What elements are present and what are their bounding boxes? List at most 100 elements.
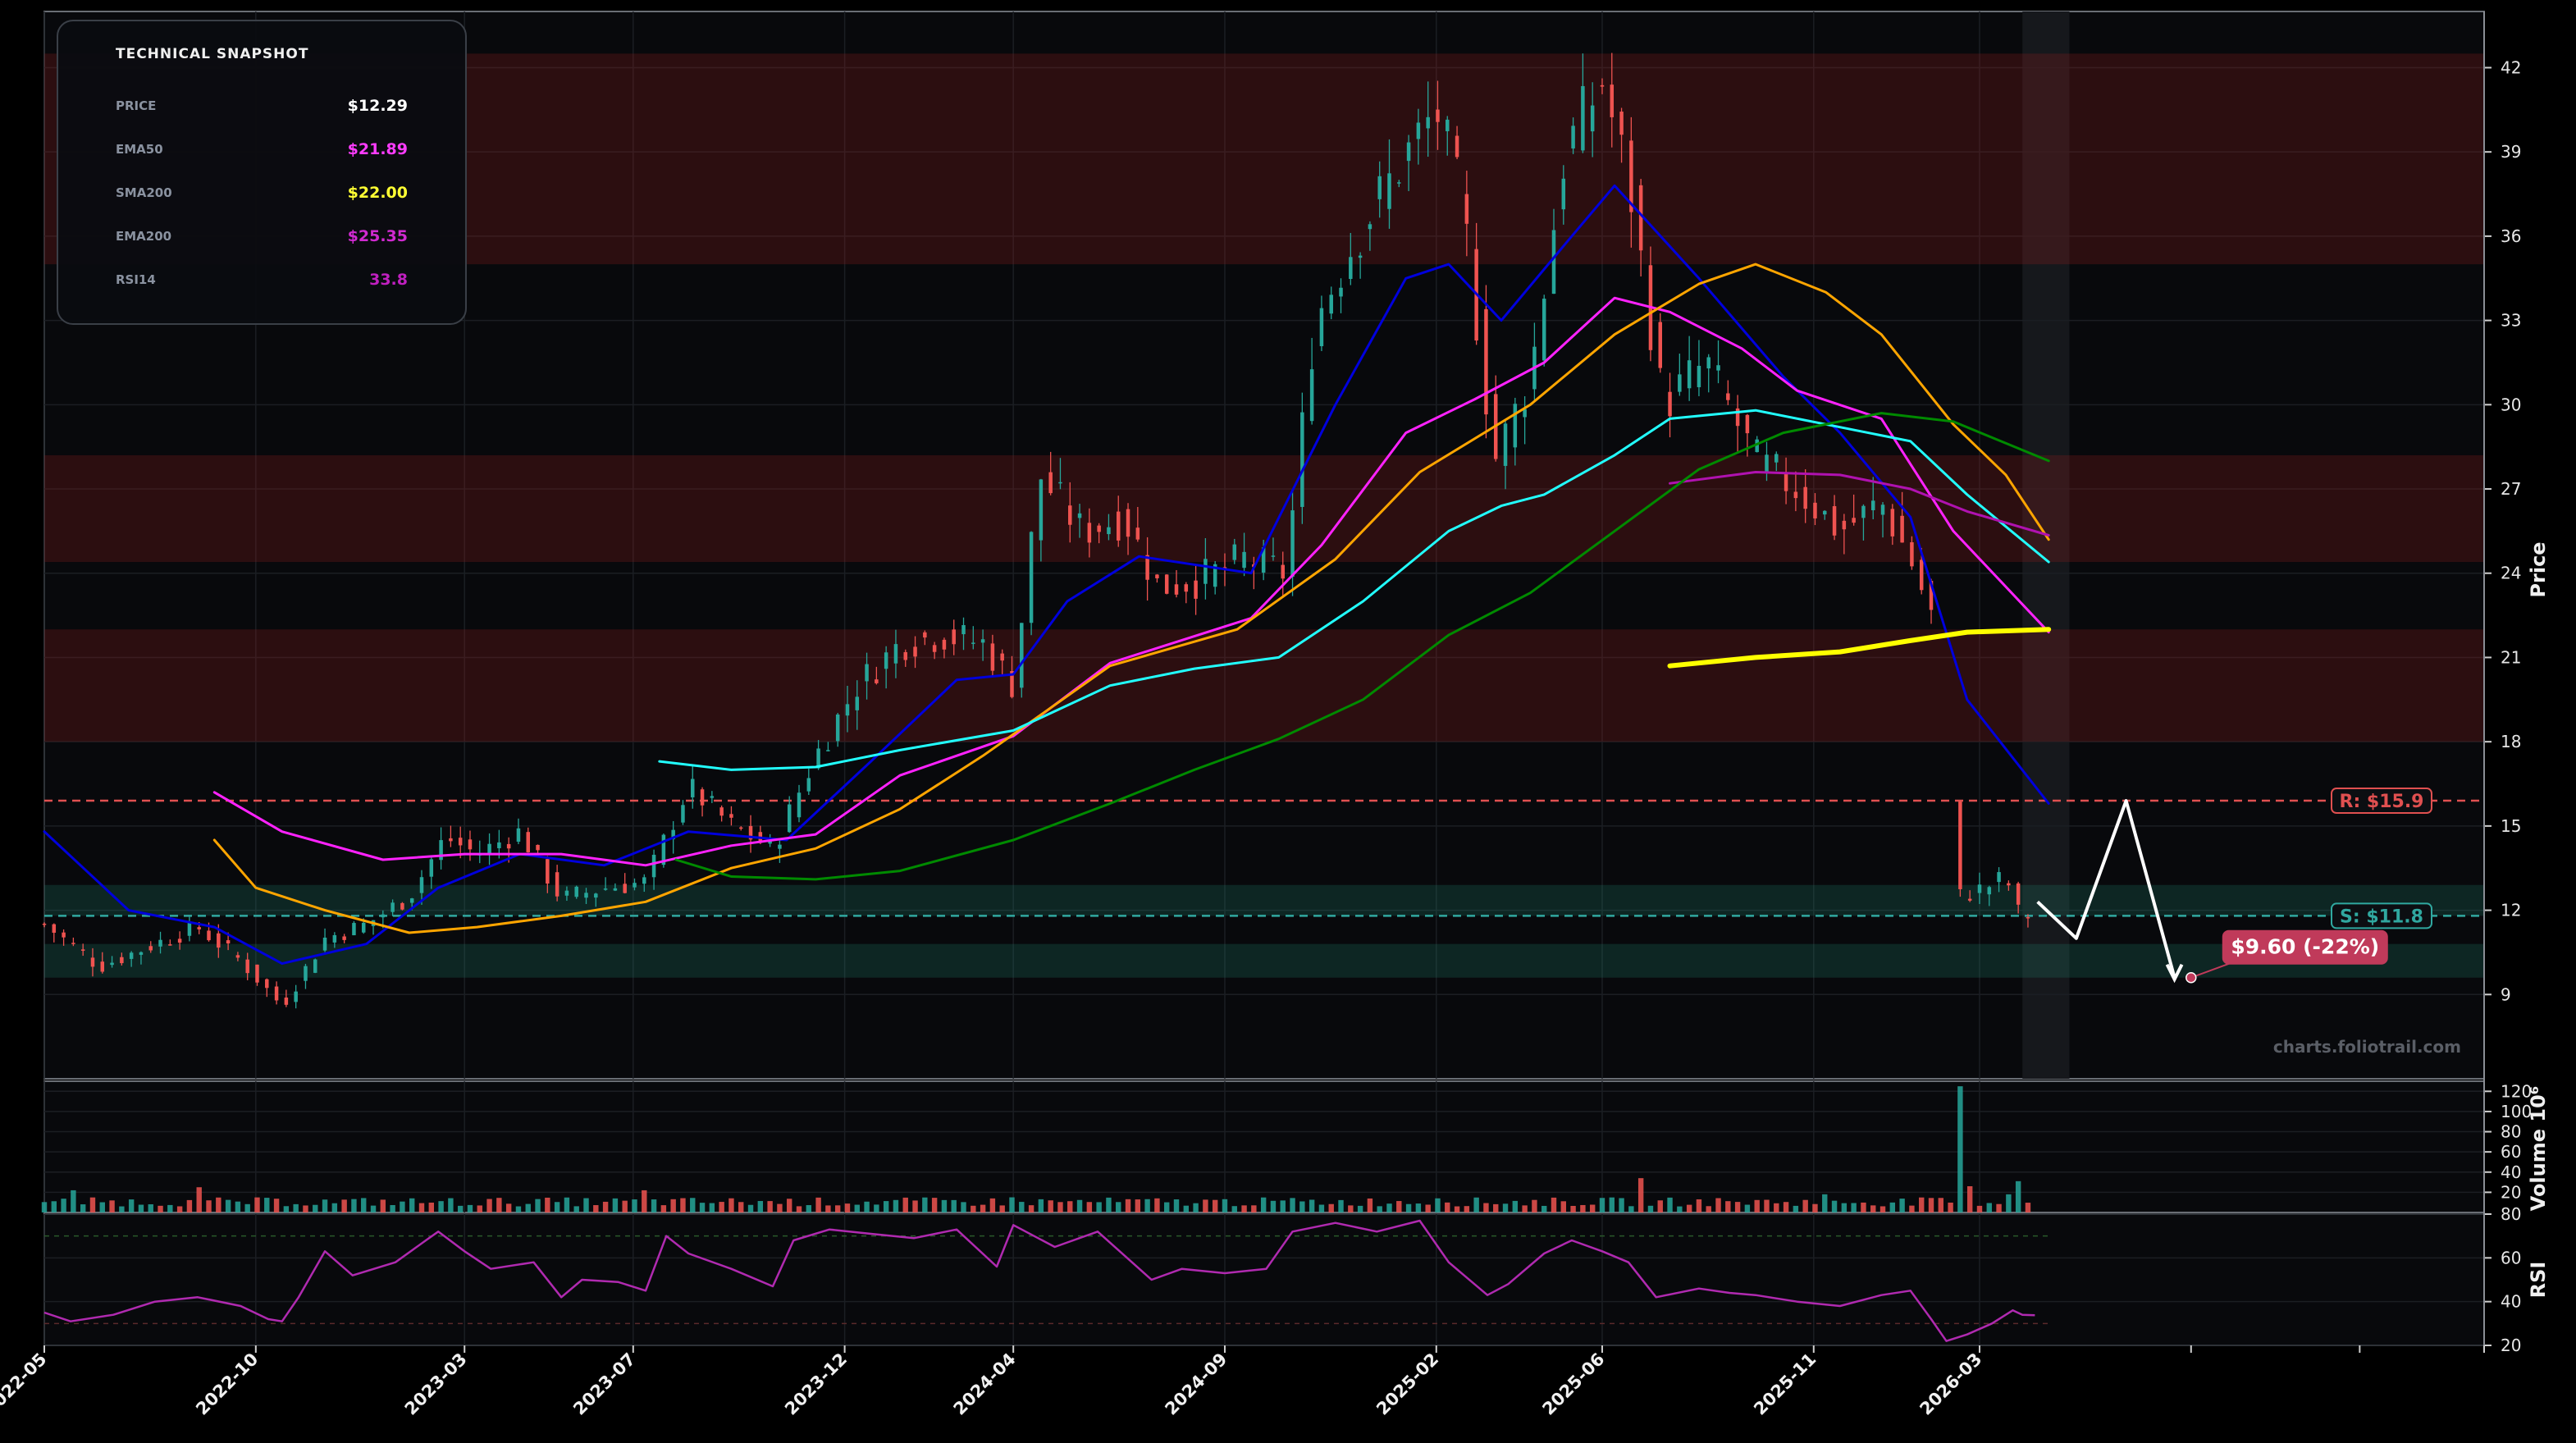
candle-body [835, 715, 840, 742]
volume-bar [448, 1198, 454, 1212]
candle-body [516, 828, 521, 843]
volume-bar [961, 1202, 966, 1212]
candle-body [1629, 140, 1633, 212]
volume-bar [1280, 1200, 1286, 1212]
rsi-ytick-label: 20 [2501, 1336, 2521, 1355]
rsi-ytick-label: 60 [2501, 1248, 2521, 1267]
candle-body [923, 632, 927, 638]
volume-bar [303, 1205, 308, 1212]
candle-body [80, 949, 85, 951]
volume-bar [1889, 1202, 1896, 1212]
candle-body [2016, 883, 2021, 905]
candle-body [932, 645, 937, 652]
candle-body [594, 893, 598, 898]
candle-body [613, 888, 618, 891]
ema200-line [1669, 471, 2050, 537]
candle-body [1048, 472, 1053, 494]
candle-body [1581, 85, 1585, 151]
volume-bar [1028, 1205, 1035, 1212]
candle-body [546, 859, 550, 884]
volume-bar [1609, 1197, 1615, 1212]
volume-bar [941, 1199, 948, 1212]
volume-bar [1541, 1205, 1547, 1212]
volume-bar [1570, 1205, 1576, 1212]
candle-body [245, 959, 249, 974]
volume-bar [864, 1201, 870, 1212]
candle-body [1126, 509, 1130, 537]
candle-body [2026, 917, 2030, 919]
candle-body [952, 629, 956, 645]
volume-bar [1164, 1202, 1170, 1212]
candle-body [352, 923, 356, 936]
price-ytick-label: 18 [2501, 732, 2521, 751]
volume-bar [428, 1202, 434, 1212]
volume-bar [273, 1199, 280, 1212]
volume-bar [1019, 1202, 1025, 1212]
support-zone [44, 943, 2484, 978]
volume-bar [1318, 1204, 1325, 1212]
volume-bar [331, 1203, 338, 1212]
volume-bar [1628, 1206, 1634, 1212]
candle-body [71, 943, 75, 944]
volume-bar [1802, 1199, 1808, 1212]
sma200-line [1667, 627, 2052, 669]
volume-bar [515, 1206, 522, 1212]
candle-body [1852, 518, 1856, 523]
volume-bar [196, 1187, 202, 1212]
candle-body [1755, 439, 1759, 453]
candle-body [1000, 653, 1004, 661]
volume-bar [1338, 1199, 1344, 1212]
candle-body [700, 789, 705, 806]
snapshot-title: TECHNICAL SNAPSHOT [116, 46, 309, 62]
volume-bar [806, 1205, 811, 1212]
snapshot-row-price: PRICE $12.29 [116, 84, 408, 127]
candle-body [1184, 584, 1189, 592]
volume-bar [1793, 1205, 1799, 1212]
volume-bar [1657, 1200, 1663, 1212]
candle-body [1716, 365, 1720, 371]
volume-bar [1009, 1197, 1015, 1212]
candle-body [1590, 105, 1595, 132]
forecast: $9.60 (-22%) [2036, 799, 2388, 984]
volume-bar [1734, 1202, 1741, 1212]
volume-bar [1299, 1201, 1305, 1212]
forecast-target-point [2185, 971, 2197, 984]
candle-body [1678, 374, 1682, 392]
volume-bar [1822, 1194, 1828, 1212]
candle-body [1446, 119, 1450, 131]
volume-bar [573, 1206, 579, 1212]
volume-bar [1096, 1202, 1102, 1212]
candle-body [1541, 299, 1546, 361]
candle-body [1416, 122, 1421, 139]
volume-bar [61, 1199, 66, 1212]
candle-body [2007, 883, 2011, 886]
candle-body [1397, 182, 1401, 184]
candle-body [42, 923, 47, 925]
candle-body [1987, 887, 1992, 895]
candle-body [681, 805, 685, 823]
volume-bar [1938, 1198, 1944, 1212]
snapshot-label-sma200: SMA200 [116, 185, 172, 200]
candle-body [1232, 544, 1237, 560]
snapshot-row-rsi14: RSI14 33.8 [116, 258, 408, 301]
volume-bar [1231, 1206, 1237, 1212]
volume-bar [931, 1198, 938, 1212]
candle-body [1204, 559, 1208, 584]
candle-body [1349, 257, 1353, 280]
candle-body [1426, 116, 1430, 129]
volume-bar [1667, 1197, 1673, 1212]
volume-bar [322, 1199, 328, 1212]
rsi-axis-title: RSI [2527, 1262, 2550, 1299]
candle-body [555, 872, 560, 897]
volume-bar [1502, 1203, 1509, 1212]
volume-panel-bg [43, 1080, 2485, 1213]
volume-bar [1125, 1199, 1131, 1212]
candle-body [865, 664, 869, 682]
volume-bar [602, 1201, 609, 1212]
snapshot-label-price: PRICE [116, 98, 157, 113]
price-candles [42, 53, 2030, 1009]
ema150-line [658, 409, 2050, 771]
candle-body [1116, 511, 1121, 541]
candle-body [90, 957, 95, 967]
candle-body [148, 946, 153, 951]
